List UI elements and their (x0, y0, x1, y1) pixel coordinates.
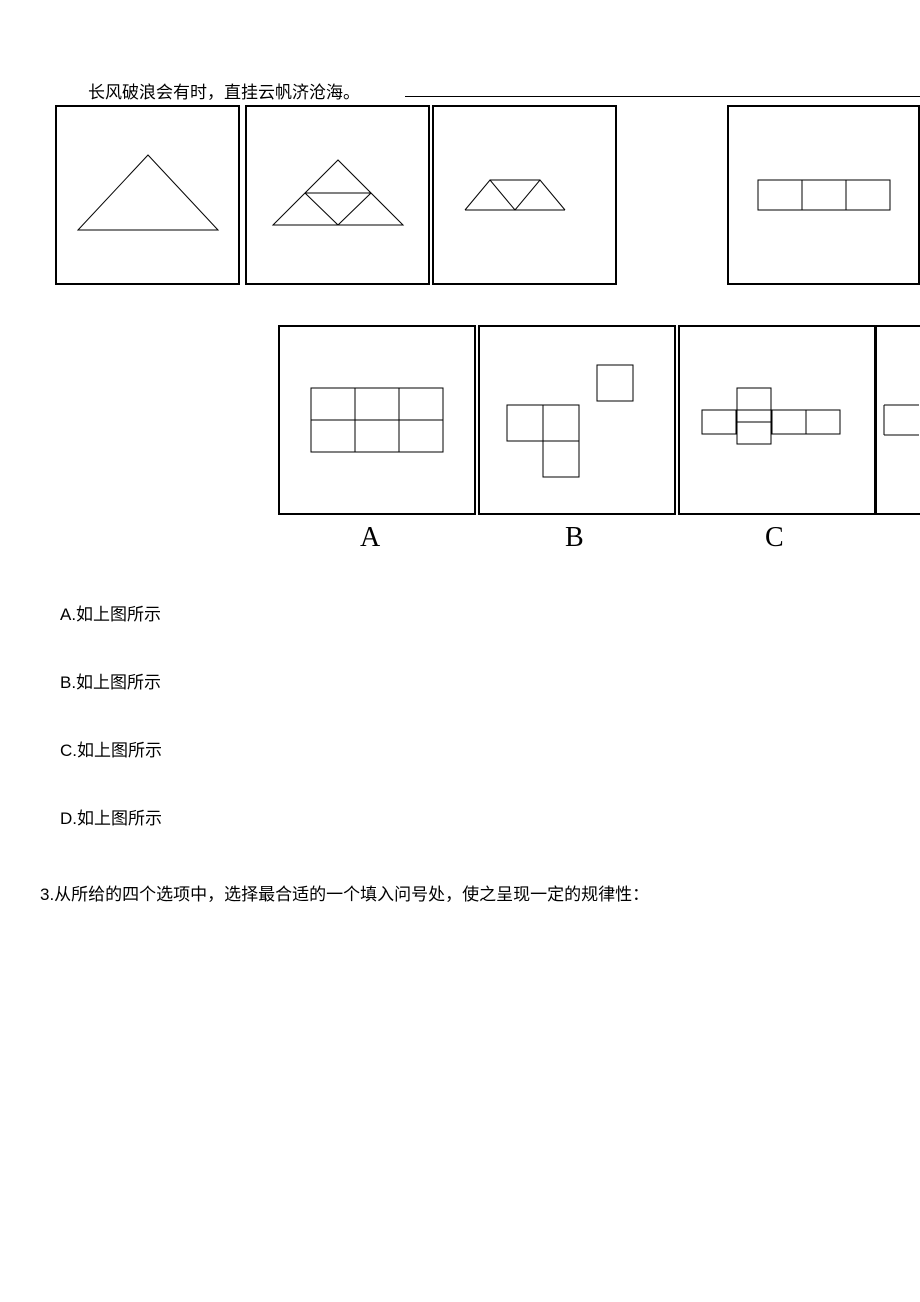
triangle-strip-svg (455, 170, 595, 220)
figure-row2-box-a (278, 325, 476, 515)
label-c: C (765, 522, 784, 554)
option-b: B.如上图所示 (60, 668, 161, 693)
figure-row2-box-c (678, 325, 876, 515)
option-d: D.如上图所示 (60, 804, 162, 829)
rect-grid-3x2-svg (302, 380, 452, 460)
question-3: 3.从所给的四个选项中，选择最合适的一个填入问号处，使之呈现一定的规律性： (40, 880, 649, 905)
partial-svg (879, 390, 919, 450)
option-c: C.如上图所示 (60, 736, 162, 761)
header-quote: 长风破浪会有时，直挂云帆济沧海。 (88, 78, 360, 103)
triangle-single-svg (68, 150, 228, 240)
rect-scatter-c-svg (692, 380, 862, 460)
rect-row3-svg (754, 175, 894, 215)
figure-row2-box-d-partial (875, 325, 920, 515)
label-b: B (565, 522, 584, 554)
label-a: A (360, 522, 380, 554)
rect-scatter-b-svg (497, 360, 657, 480)
figure-row2-box-b (478, 325, 676, 515)
option-a: A.如上图所示 (60, 600, 161, 625)
figure-row1-box1 (55, 105, 240, 285)
triangle-subdivided-svg (263, 155, 413, 235)
figure-row1-box2 (245, 105, 430, 285)
figure-row1-box3 (432, 105, 617, 285)
header-underline (405, 96, 920, 97)
figure-row1-box4 (727, 105, 920, 285)
